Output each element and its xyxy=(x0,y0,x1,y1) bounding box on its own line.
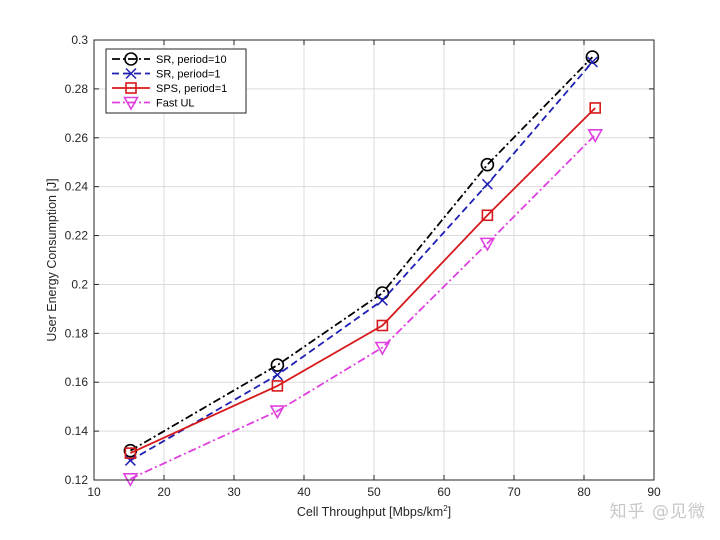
series-2-point xyxy=(586,56,598,68)
series-4-line xyxy=(130,134,596,480)
series-2 xyxy=(124,56,598,466)
legend-marker-4 xyxy=(123,96,139,111)
series-4-point xyxy=(479,237,496,252)
y-tick-label: 0.22 xyxy=(65,229,89,243)
series-4-point xyxy=(587,129,604,143)
series-3-point xyxy=(271,380,284,392)
x-tick-label: 70 xyxy=(507,485,521,499)
series-3 xyxy=(124,102,602,459)
series-3-line xyxy=(130,107,596,454)
series-2-point-stroke xyxy=(481,178,493,190)
x-tick-label: 20 xyxy=(157,485,171,499)
series-1-point xyxy=(585,50,600,64)
series-3-point xyxy=(589,102,602,114)
series-2-point-stroke xyxy=(586,56,598,68)
series-2-point xyxy=(124,454,136,466)
y-tick-label: 0.2 xyxy=(71,277,88,291)
legend-marker-1 xyxy=(124,52,138,66)
series-2-point xyxy=(481,178,493,190)
series-2-point-stroke xyxy=(124,454,136,466)
legend: SR, period=10 SR, period=1 SPS, period=1 Fa… xyxy=(105,48,247,114)
x-tick-label: 80 xyxy=(577,485,591,499)
x-axis-label-main: Cell Throughput [Mbps/km xyxy=(297,505,443,519)
x-axis-label: Cell Throughput [Mbps/km2] xyxy=(297,504,451,519)
legend-marker-2 xyxy=(125,67,137,80)
series-3-point xyxy=(376,319,389,332)
x-tick-label: 90 xyxy=(647,485,661,499)
series-2-point xyxy=(376,294,388,306)
x-axis-label-close: ] xyxy=(448,505,451,519)
legend-marker-2-stroke xyxy=(125,67,137,80)
legend-label-1: SR, period=10 xyxy=(156,54,227,66)
legend-label-3: SPS, period=1 xyxy=(156,83,227,95)
series-2-point-stroke xyxy=(376,294,388,306)
x-tick-label: 50 xyxy=(367,485,381,499)
legend-marker-3 xyxy=(125,82,137,94)
series-layer xyxy=(122,50,604,487)
y-tick-label: 0.16 xyxy=(65,375,89,389)
series-3-point xyxy=(481,209,494,222)
series-2-point-stroke xyxy=(271,369,283,381)
y-tick-label: 0.26 xyxy=(65,131,89,145)
y-tick-label: 0.3 xyxy=(71,33,88,47)
y-tick-label: 0.24 xyxy=(65,180,89,194)
x-tick-label: 10 xyxy=(87,485,101,499)
series-2-point xyxy=(271,369,283,381)
axis-ticks: 10 20 30 40 50 60 70 80 90 0.12 0.14 0.16 0.18 0.2 0.2… xyxy=(65,33,661,499)
legend-label-2: SR, period=1 xyxy=(156,69,221,81)
x-axis-label-superscript: 2 xyxy=(443,504,448,513)
y-axis-label: User Energy Consumption [J] xyxy=(45,178,59,341)
x-tick-label: 60 xyxy=(437,485,451,499)
series-1-point xyxy=(480,157,495,172)
x-tick-label: 30 xyxy=(227,485,241,499)
y-tick-label: 0.12 xyxy=(65,473,89,487)
x-tick-label: 40 xyxy=(297,485,311,499)
series-1-point xyxy=(270,358,285,372)
series-4-point xyxy=(269,405,286,420)
series-1-line xyxy=(129,56,594,452)
y-tick-label: 0.18 xyxy=(65,326,89,340)
watermark: 知乎 @见微 xyxy=(609,502,706,522)
series-3-point xyxy=(124,447,137,459)
y-tick-label: 0.14 xyxy=(65,424,89,438)
y-tick-label: 0.28 xyxy=(65,82,89,96)
legend-label-4: Fast UL xyxy=(156,98,195,110)
series-4-point xyxy=(374,341,391,356)
